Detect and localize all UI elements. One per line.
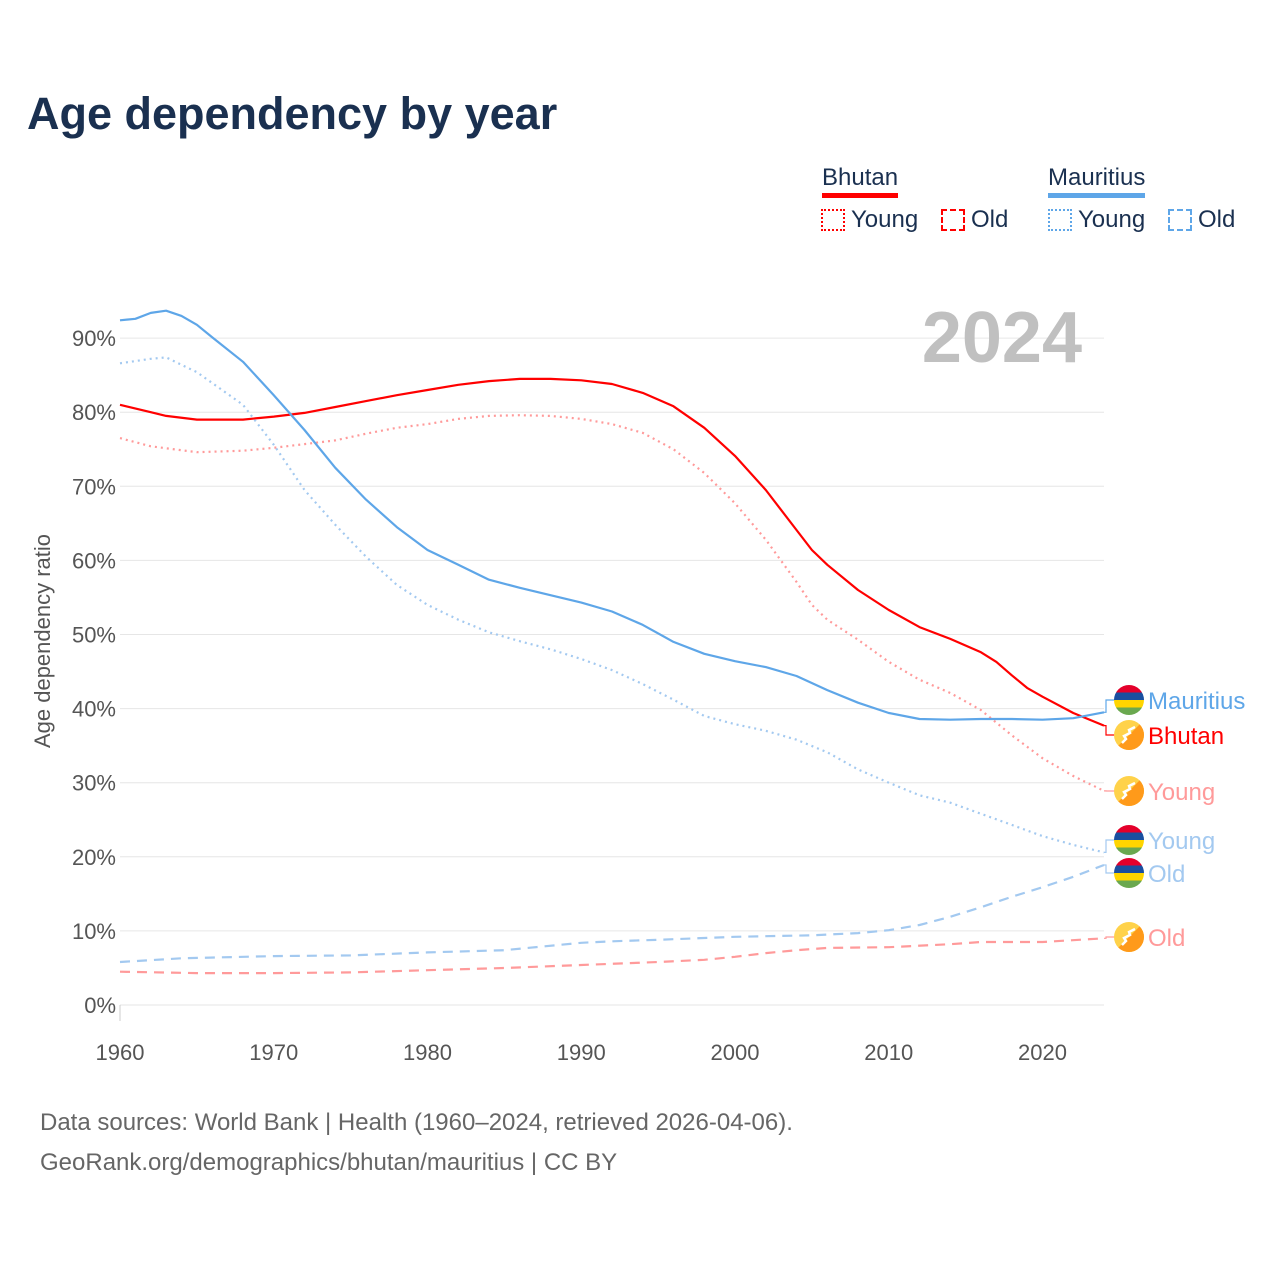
flag-stripe xyxy=(1114,847,1144,855)
series-line-bhutan-old xyxy=(119,937,1105,975)
legend-bhutan-old[interactable]: Old xyxy=(941,206,1008,234)
series-line-bhutan xyxy=(119,377,1105,727)
x-tick-label: 1990 xyxy=(557,1040,606,1065)
series-end-label: Old xyxy=(1148,861,1185,888)
legend-bhutan-label: Bhutan xyxy=(822,164,899,191)
legend-mauritius-young[interactable]: Young xyxy=(1048,206,1145,234)
source-line: Data sources: World Bank | Health (1960–… xyxy=(40,1109,793,1136)
series-line-bhutan-young xyxy=(119,414,1105,792)
legend-mauritius-heading[interactable]: Mauritius xyxy=(1048,164,1146,198)
mauritius-flag-icon xyxy=(1114,825,1144,855)
label-connector xyxy=(1104,936,1116,939)
series-line-mauritius-old xyxy=(119,863,1105,964)
mauritius-flag-icon xyxy=(1114,685,1144,715)
y-tick-label: 90% xyxy=(72,326,116,351)
flag-stripe xyxy=(1114,832,1144,840)
legend-mauritius-old[interactable]: Old xyxy=(1168,206,1235,234)
label-connector xyxy=(1104,839,1116,853)
legend-bhutan-swatch xyxy=(822,193,899,198)
series-line-mauritius xyxy=(119,309,1105,721)
series-end-label: Young xyxy=(1148,779,1215,806)
dashed-swatch-icon xyxy=(941,209,965,231)
chart-title: Age dependency by year xyxy=(27,88,558,139)
legend-item-label: Young xyxy=(1078,206,1146,233)
flag-stripe xyxy=(1114,858,1144,866)
y-tick-label: 70% xyxy=(72,474,116,499)
legend-bhutan-young[interactable]: Young xyxy=(821,206,918,234)
y-tick-label: 80% xyxy=(72,400,116,425)
x-tick-label: 1980 xyxy=(403,1040,452,1065)
legend-item-label: Young xyxy=(851,206,919,233)
year-watermark: 2024 xyxy=(922,298,1082,378)
series-end-label: Mauritius xyxy=(1148,688,1245,715)
x-tick-label: 2020 xyxy=(1018,1040,1067,1065)
y-tick-label: 50% xyxy=(72,623,116,648)
y-tick-label: 60% xyxy=(72,548,116,573)
label-connector xyxy=(1104,864,1116,874)
x-tick-label: 1970 xyxy=(249,1040,298,1065)
dotted-swatch-icon xyxy=(1048,209,1072,231)
legend-mauritius-swatch xyxy=(1048,193,1146,198)
mauritius-flag-icon xyxy=(1114,858,1144,888)
label-connector xyxy=(1104,699,1116,713)
flag-stripe xyxy=(1114,692,1144,700)
source-url[interactable]: GeoRank.org/demographics/bhutan/mauritiu… xyxy=(40,1149,618,1176)
dragon-glyph xyxy=(1121,725,1136,744)
y-axis-label: Age dependency ratio xyxy=(30,534,55,748)
flag-stripe xyxy=(1114,700,1144,708)
x-tick-label: 2010 xyxy=(864,1040,913,1065)
dashed-swatch-icon xyxy=(1168,209,1192,231)
bhutan-flag-icon xyxy=(1114,720,1144,750)
series-end-label: Young xyxy=(1148,828,1215,855)
flag-stripe xyxy=(1114,840,1144,848)
flag-stripe xyxy=(1114,880,1144,888)
series-line-mauritius-young xyxy=(119,356,1105,854)
dragon-glyph xyxy=(1121,927,1136,946)
y-tick-label: 10% xyxy=(72,919,116,944)
y-tick-label: 20% xyxy=(72,845,116,870)
flag-stripe xyxy=(1114,825,1144,833)
y-tick-label: 40% xyxy=(72,697,116,722)
legend-mauritius-label: Mauritius xyxy=(1048,164,1146,191)
flag-stripe xyxy=(1114,865,1144,873)
series-end-label: Bhutan xyxy=(1148,723,1224,750)
x-tick-label: 2000 xyxy=(711,1040,760,1065)
series-end-label: Old xyxy=(1148,925,1185,952)
y-tick-label: 30% xyxy=(72,771,116,796)
x-tick-label: 1960 xyxy=(96,1040,145,1065)
bhutan-flag-icon xyxy=(1114,776,1144,806)
dragon-glyph xyxy=(1121,781,1136,800)
flag-stripe xyxy=(1114,707,1144,715)
dotted-swatch-icon xyxy=(821,209,845,231)
bhutan-flag-icon xyxy=(1114,922,1144,952)
legend-bhutan-heading[interactable]: Bhutan xyxy=(822,164,899,198)
label-connector xyxy=(1104,725,1116,736)
legend-item-label: Old xyxy=(1198,206,1236,233)
flag-stripe xyxy=(1114,873,1144,881)
y-tick-label: 0% xyxy=(84,993,116,1018)
flag-stripe xyxy=(1114,685,1144,693)
legend-item-label: Old xyxy=(971,206,1009,233)
